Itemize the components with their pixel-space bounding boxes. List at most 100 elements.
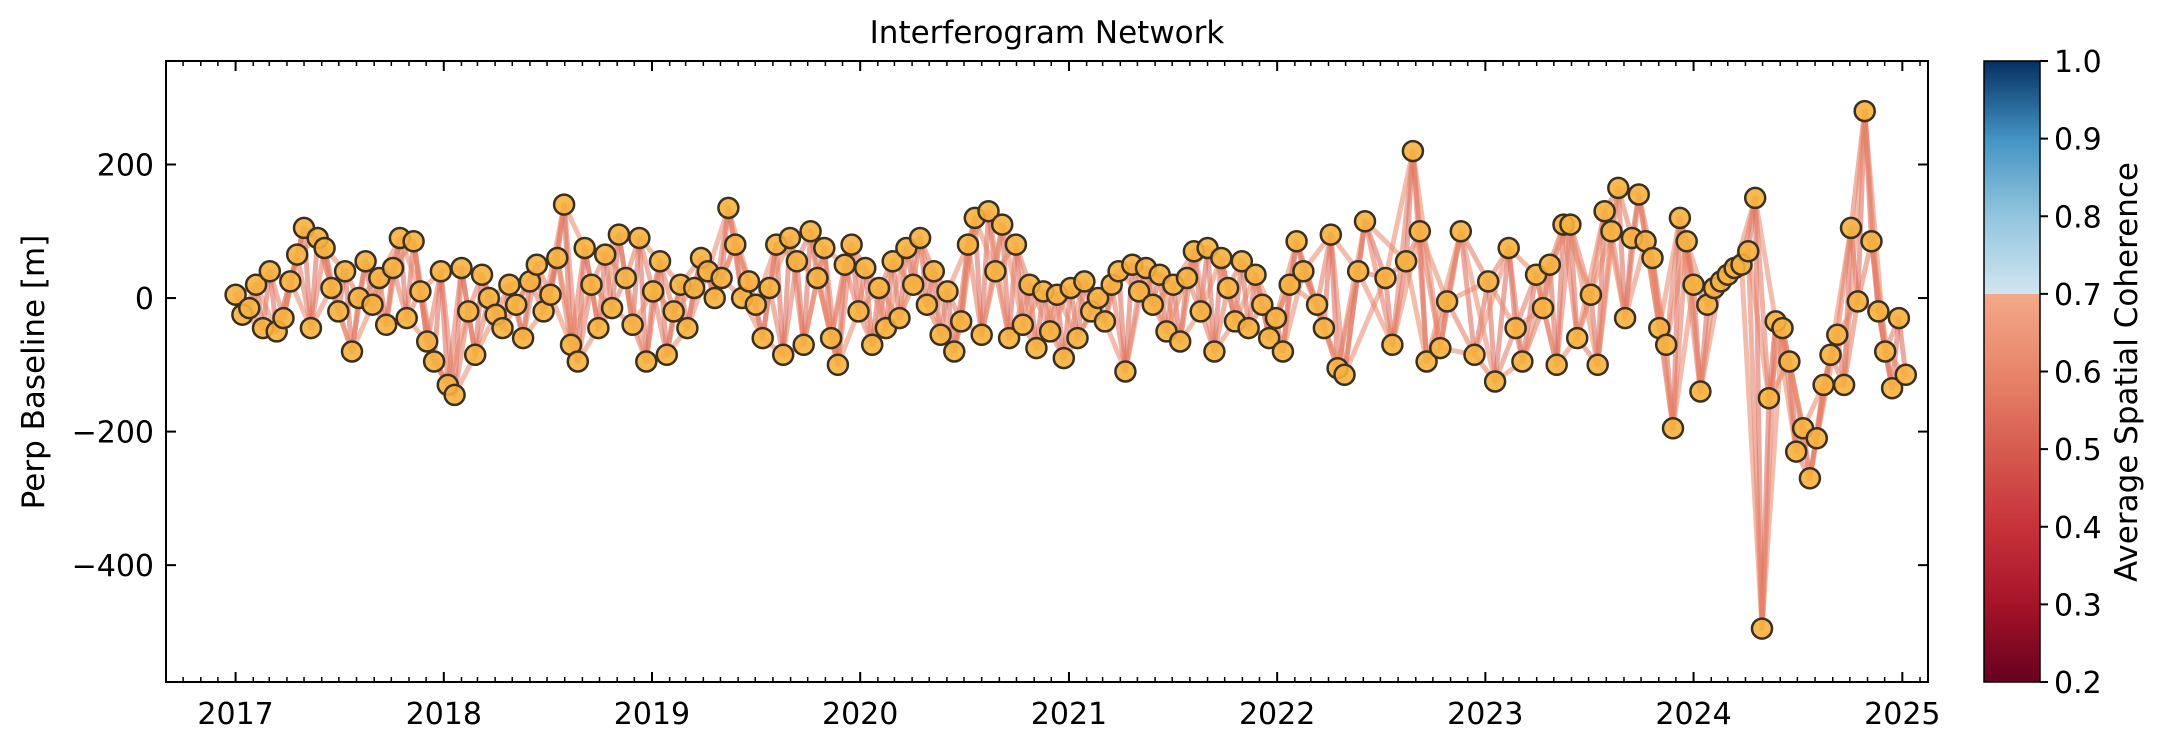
acquisition-point: [1175, 266, 1199, 290]
acquisition-point: [710, 266, 733, 290]
x-tick-label: 2024: [1655, 697, 1731, 732]
acquisition-point: [381, 256, 405, 280]
acquisition-point: [943, 340, 966, 363]
acquisition-point: [936, 280, 959, 303]
acquisition-point: [1141, 293, 1165, 316]
acquisition-point: [956, 233, 980, 256]
acquisition-point: [1415, 350, 1438, 373]
acquisition-point: [758, 276, 781, 300]
acquisition-point: [867, 276, 891, 300]
acquisition-point: [744, 293, 768, 316]
interferogram-pair-line: [1109, 282, 1128, 374]
acquisition-point: [244, 273, 268, 296]
acquisition-point: [320, 276, 343, 300]
y-tick-label: 200: [97, 149, 154, 184]
interferogram-pair-line: [1403, 258, 1430, 364]
acquisition-point: [908, 226, 932, 250]
acquisition-point: [949, 310, 973, 333]
acquisition-point: [1586, 353, 1609, 377]
acquisition-point: [1771, 316, 1794, 340]
acquisition-point: [1627, 183, 1651, 206]
acquisition-point: [648, 250, 672, 273]
acquisition-point: [1737, 240, 1760, 263]
acquisition-point: [1264, 306, 1288, 330]
acquisition-point: [1066, 326, 1089, 350]
acquisition-point: [737, 270, 761, 293]
acquisition-point: [1312, 316, 1336, 340]
acquisition-point: [1189, 300, 1212, 323]
acquisition-point: [1271, 340, 1295, 363]
acquisition-point: [498, 273, 521, 296]
acquisition-points: [224, 99, 1918, 640]
acquisition-point: [470, 263, 494, 286]
acquisition-point: [771, 343, 795, 367]
colorbar-tick-label: 0.2: [2054, 666, 2102, 701]
acquisition-point: [1093, 310, 1117, 333]
colorbar-tick-label: 0.9: [2054, 123, 2102, 158]
acquisition-point: [1511, 350, 1534, 373]
acquisition-point: [1607, 176, 1630, 200]
acquisition-point: [1251, 293, 1274, 316]
acquisition-point: [1559, 213, 1582, 236]
acquisition-point: [1832, 373, 1856, 397]
acquisition-point: [1381, 333, 1404, 357]
acquisition-point: [662, 300, 685, 323]
acquisition-point: [1127, 280, 1151, 303]
acquisition-point: [785, 250, 809, 273]
acquisition-point: [1579, 283, 1603, 306]
acquisition-point: [1333, 363, 1356, 387]
x-tick-label: 2023: [1447, 697, 1523, 732]
acquisition-point: [504, 293, 528, 316]
acquisition-point: [1668, 206, 1692, 230]
acquisition-point: [1038, 320, 1062, 343]
interferogram-pair-line: [1314, 232, 1334, 308]
colorbar-gradient: [1983, 60, 2041, 683]
acquisition-point: [552, 193, 576, 216]
acquisition-point: [402, 230, 425, 253]
interferogram-pair-line: [1389, 148, 1416, 348]
acquisition-point: [429, 260, 453, 283]
interferogram-pair-line: [643, 258, 663, 364]
acquisition-point: [676, 316, 699, 340]
acquisition-point: [224, 283, 247, 306]
acquisition-point: [682, 276, 706, 300]
interferogram-pair-line: [801, 228, 814, 348]
acquisition-point: [1613, 306, 1637, 330]
acquisition-point: [1798, 467, 1822, 490]
colorbar-tick-label: 0.7: [2054, 278, 2102, 313]
acquisition-point: [1497, 236, 1520, 260]
acquisition-point: [1600, 220, 1623, 243]
acquisition-point: [422, 350, 446, 373]
acquisition-point: [1504, 316, 1527, 340]
acquisition-point: [655, 343, 679, 367]
x-tick-label: 2021: [1031, 697, 1107, 732]
chart-title-text: Interferogram Network: [870, 15, 1225, 51]
x-tick-label: 2025: [1864, 697, 1940, 732]
acquisition-point: [1237, 316, 1260, 340]
acquisition-point: [1812, 373, 1835, 397]
interferogram-pair-line: [636, 235, 649, 364]
acquisition-point: [1374, 266, 1397, 290]
acquisition-point: [792, 333, 815, 357]
interferogram-pair-line: [1561, 222, 1580, 341]
acquisition-point: [457, 300, 480, 323]
acquisition-point: [778, 226, 802, 250]
acquisition-point: [1675, 230, 1698, 253]
interferogram-pair-line: [1417, 228, 1450, 304]
acquisition-point: [1244, 263, 1267, 286]
acquisition-point: [539, 283, 562, 306]
acquisition-point: [1230, 250, 1254, 273]
acquisition-point: [1394, 250, 1418, 273]
interferogram-pair-line: [767, 285, 786, 358]
acquisition-point: [799, 220, 822, 243]
acquisition-point: [1641, 246, 1664, 270]
colorbar-tick-label: 1.0: [2054, 45, 2102, 80]
acquisition-point: [751, 326, 774, 350]
acquisition-point: [1826, 323, 1849, 347]
acquisition-point: [826, 353, 850, 377]
acquisition-point: [703, 286, 726, 310]
acquisition-point: [1203, 340, 1226, 363]
acquisition-point: [1319, 223, 1343, 246]
y-axis-label: Perp Baseline [m]: [16, 235, 52, 510]
x-tick-label: 2017: [197, 697, 273, 732]
